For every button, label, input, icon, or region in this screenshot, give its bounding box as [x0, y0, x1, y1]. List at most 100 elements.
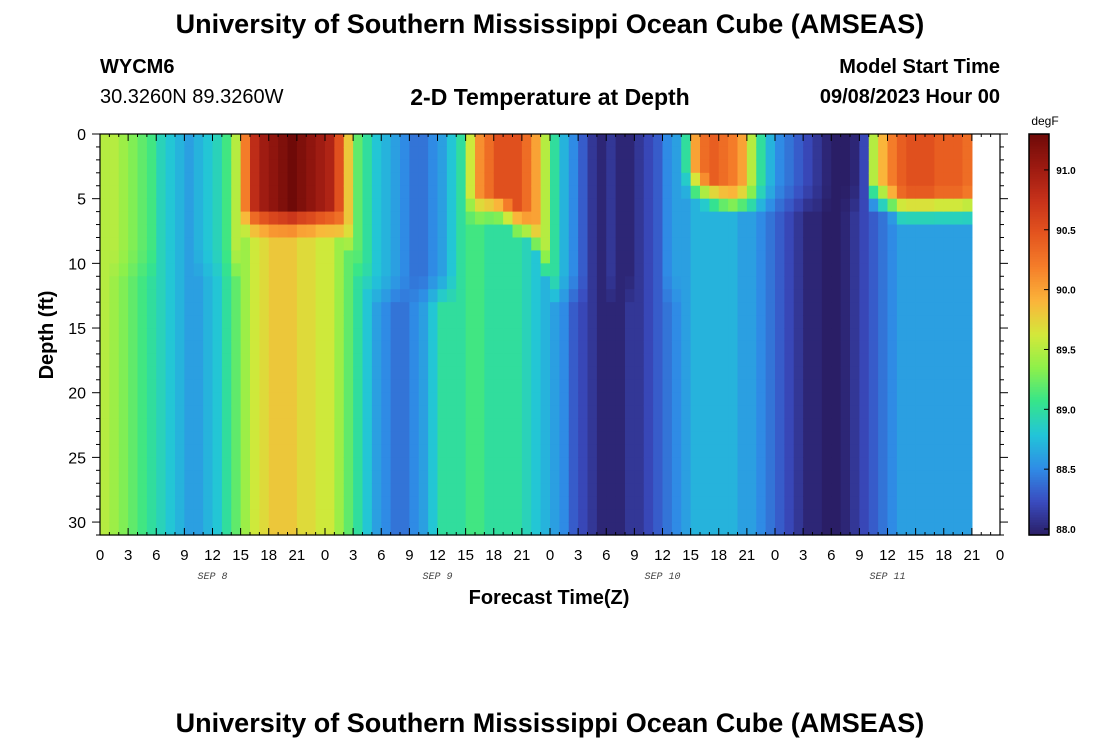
heatmap-cell: [296, 224, 307, 239]
heatmap-cell: [737, 405, 748, 420]
colorbar-band: [1029, 474, 1049, 478]
heatmap-cell: [287, 302, 298, 316]
heatmap-cell: [250, 146, 260, 161]
heatmap-cell: [925, 457, 935, 471]
heatmap-cell: [503, 263, 514, 277]
heatmap-cell: [446, 470, 457, 484]
colorbar-band: [1029, 354, 1049, 358]
heatmap-cell: [934, 146, 945, 161]
heatmap-cell: [156, 289, 167, 303]
heatmap-cell: [840, 483, 851, 497]
heatmap-cell: [287, 444, 298, 458]
heatmap-cell: [465, 340, 476, 355]
heatmap-cell: [578, 289, 589, 303]
heatmap-cell: [934, 366, 945, 381]
heatmap-cell: [906, 198, 917, 213]
colorbar-band: [1029, 439, 1049, 443]
heatmap-cell: [325, 263, 335, 277]
heatmap-cell: [100, 172, 110, 187]
heatmap-cell: [634, 418, 645, 433]
x-tick-label: 18: [260, 547, 277, 564]
heatmap-cell: [250, 353, 260, 368]
heatmap-cell: [156, 250, 167, 264]
heatmap-cell: [221, 224, 232, 239]
heatmap-cell: [334, 263, 345, 277]
heatmap-cell: [475, 483, 485, 497]
heatmap-cell: [859, 496, 870, 510]
heatmap-cell: [615, 353, 626, 368]
heatmap-cell: [100, 392, 110, 407]
heatmap-cell: [446, 457, 457, 471]
heatmap-cell: [709, 379, 720, 394]
heatmap-cell: [306, 405, 317, 420]
heatmap-cell: [896, 198, 907, 213]
heatmap-cell: [915, 146, 926, 161]
heatmap-cell: [362, 470, 373, 484]
heatmap-cell: [568, 185, 579, 200]
heatmap-cell: [746, 159, 757, 174]
colorbar-band: [1029, 166, 1049, 170]
heatmap-cell: [775, 224, 785, 239]
heatmap-cell: [465, 146, 476, 161]
heatmap-cell: [643, 366, 654, 381]
heatmap-cell: [175, 431, 185, 446]
heatmap-cell: [343, 159, 354, 174]
heatmap-cell: [737, 392, 748, 407]
heatmap-cell: [456, 224, 467, 239]
heatmap-cell: [887, 172, 898, 187]
heatmap-cell: [803, 263, 814, 277]
heatmap-cell: [653, 522, 664, 536]
heatmap-cell: [596, 146, 607, 161]
heatmap-cell: [587, 328, 598, 342]
heatmap-cell: [100, 405, 110, 420]
heatmap-cell: [259, 134, 270, 148]
heatmap-cell: [475, 211, 485, 226]
heatmap-cell: [231, 470, 242, 484]
heatmap-cell: [343, 405, 354, 420]
heatmap-cell: [456, 172, 467, 187]
heatmap-cell: [446, 379, 457, 394]
heatmap-cell: [737, 457, 748, 471]
heatmap-cell: [475, 185, 485, 200]
heatmap-cell: [746, 134, 757, 148]
heatmap-cell: [137, 172, 148, 187]
heatmap-cell: [259, 172, 270, 187]
heatmap-cell: [821, 509, 832, 523]
heatmap-cell: [278, 185, 289, 200]
heatmap-cell: [231, 224, 242, 239]
heatmap-cell: [700, 315, 710, 329]
heatmap-cell: [868, 496, 879, 510]
heatmap-cell: [137, 328, 148, 342]
heatmap-cell: [765, 418, 776, 433]
heatmap-cell: [953, 457, 964, 471]
heatmap-cell: [850, 496, 860, 510]
heatmap-cell: [381, 522, 392, 536]
heatmap-cell: [325, 159, 335, 174]
heatmap-cell: [934, 185, 945, 200]
heatmap-cell: [962, 496, 973, 510]
heatmap-cell: [803, 224, 814, 239]
heatmap-cell: [568, 250, 579, 264]
heatmap-cell: [887, 289, 898, 303]
heatmap-cell: [690, 379, 701, 394]
heatmap-cell: [446, 146, 457, 161]
heatmap-cell: [287, 237, 298, 252]
heatmap-cell: [381, 263, 392, 277]
colorbar-band: [1029, 527, 1049, 531]
heatmap-cell: [437, 457, 448, 471]
heatmap-cell: [606, 431, 617, 446]
heatmap-cell: [568, 431, 579, 446]
heatmap-cell: [287, 470, 298, 484]
heatmap-cell: [821, 315, 832, 329]
heatmap-cell: [240, 340, 251, 355]
heatmap-cell: [268, 392, 279, 407]
colorbar-band: [1029, 419, 1049, 423]
heatmap-cell: [493, 522, 504, 536]
heatmap-cell: [484, 340, 495, 355]
heatmap-cell: [203, 509, 214, 523]
heatmap-cell: [775, 405, 785, 420]
heatmap-cell: [896, 134, 907, 148]
heatmap-cell: [700, 237, 710, 252]
heatmap-cell: [934, 353, 945, 368]
heatmap-cell: [268, 172, 279, 187]
